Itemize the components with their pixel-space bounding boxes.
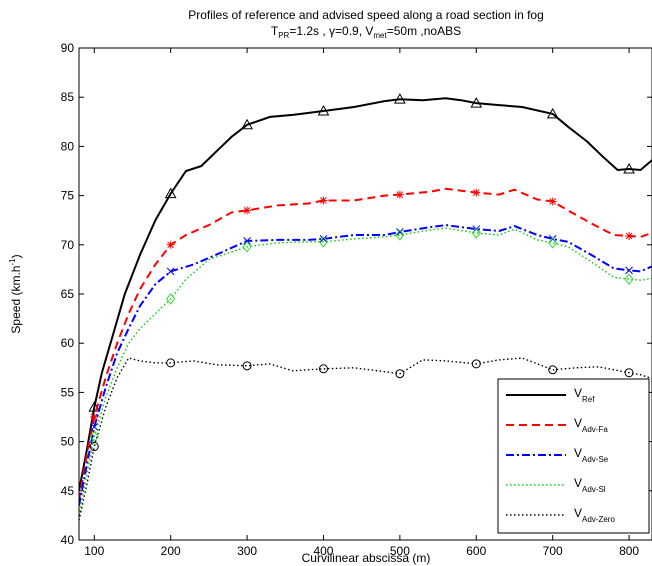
- data-point: [471, 227, 481, 239]
- series-line: [79, 97, 652, 491]
- data-point: [548, 237, 558, 249]
- legend-label: VAdv-Fa: [574, 416, 608, 434]
- series-v-adv-sl: [79, 227, 652, 516]
- x-tick-label: 800: [619, 544, 639, 558]
- data-point: [625, 266, 633, 275]
- data-point: [317, 104, 330, 116]
- series-v-ref: [79, 93, 652, 491]
- data-point: [624, 273, 634, 286]
- series-line: [79, 227, 652, 516]
- data-point: [318, 364, 328, 374]
- data-point: [470, 97, 483, 108]
- y-axis-label: Speed (km.h-1): [8, 254, 23, 333]
- y-tick-label: 90: [61, 41, 75, 55]
- y-tick-label: 75: [61, 189, 75, 203]
- series-v-adv-zero: [79, 357, 652, 521]
- data-point: [242, 240, 252, 253]
- chart-title: Profiles of reference and advised speed …: [188, 8, 544, 22]
- y-tick-label: 45: [61, 484, 75, 498]
- data-point: [166, 293, 176, 305]
- legend-label: VAdv-Se: [574, 446, 609, 464]
- x-tick-label: 100: [84, 544, 104, 558]
- y-tick-label: 50: [61, 435, 75, 449]
- data-point: [90, 413, 99, 421]
- data-point: [548, 365, 558, 375]
- y-tick-label: 65: [61, 287, 75, 301]
- data-point: [395, 369, 405, 379]
- legend: VRef VAdv-Fa VAdv-Se VAdv-Sl VAdv-Zero: [497, 378, 650, 534]
- data-point: [623, 163, 635, 174]
- data-point: [548, 197, 557, 206]
- data-point: [319, 235, 328, 243]
- data-point: [166, 267, 175, 276]
- y-tick-label: 40: [61, 533, 75, 547]
- data-point: [546, 107, 559, 119]
- y-tick-label: 80: [61, 139, 75, 153]
- series-layer: [79, 93, 652, 521]
- x-tick-label: 400: [313, 544, 333, 558]
- data-point: [472, 188, 481, 197]
- y-tick-label: 70: [61, 238, 75, 252]
- data-point: [319, 196, 328, 205]
- data-point: [471, 359, 481, 369]
- series-v-adv-fa: [79, 187, 652, 501]
- y-tick-label: 85: [61, 90, 75, 104]
- x-tick-label: 600: [466, 544, 486, 558]
- data-point: [624, 368, 634, 378]
- data-point: [394, 93, 406, 104]
- legend-label: VRef: [574, 386, 595, 404]
- data-point: [166, 358, 176, 368]
- data-point: [241, 118, 253, 130]
- x-tick-label: 200: [161, 544, 181, 558]
- legend-label: VAdv-Sl: [574, 476, 606, 494]
- data-point: [243, 237, 251, 245]
- series-v-adv-se: [79, 224, 652, 506]
- data-point: [318, 236, 329, 248]
- data-point: [89, 430, 99, 443]
- data-point: [242, 361, 252, 371]
- data-point: [89, 442, 99, 452]
- x-tick-label: 300: [237, 544, 257, 558]
- series-line: [79, 187, 652, 501]
- x-axis-label: Curvilinear abscissa (m): [302, 551, 431, 565]
- data-point: [243, 206, 252, 215]
- x-tick-label: 500: [390, 544, 410, 558]
- legend-label: VAdv-Zero: [574, 506, 615, 524]
- data-point: [395, 229, 405, 241]
- chart-subtitle: TPR=1.2s , γ=0.9, Vmet=50m ,noABS: [271, 24, 461, 40]
- y-tick-label: 60: [61, 336, 75, 350]
- data-point: [625, 231, 634, 240]
- y-tick-label: 55: [61, 385, 75, 399]
- data-point: [166, 240, 175, 249]
- ticks-layer: 100 200 300 400 500 600 700 800 40 45 50 55 60 65 70 75…: [61, 41, 652, 558]
- data-point: [164, 187, 177, 199]
- x-tick-label: 700: [543, 544, 563, 558]
- data-point: [395, 190, 404, 199]
